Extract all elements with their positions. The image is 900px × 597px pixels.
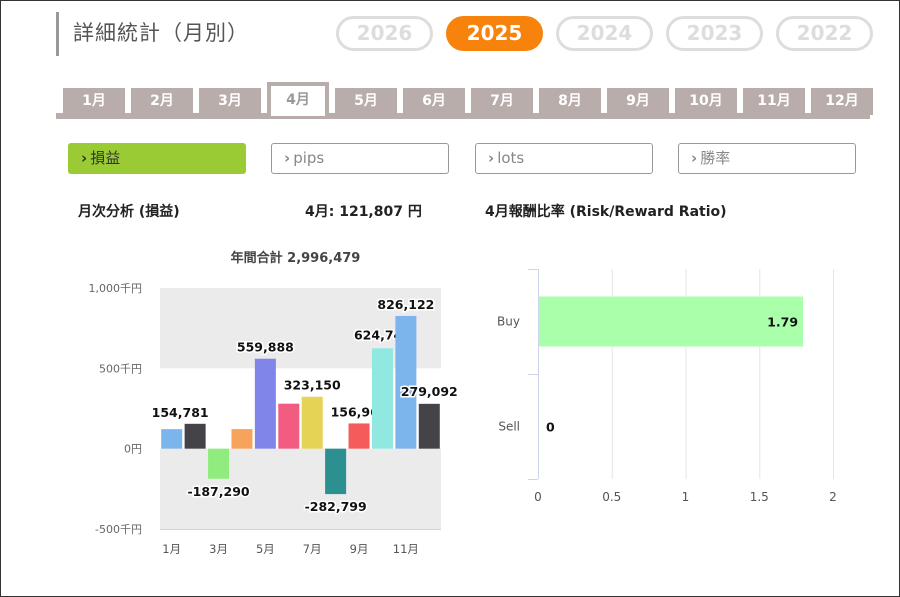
bar-4 — [231, 429, 253, 449]
title-block: 詳細統計（月別） — [56, 12, 249, 56]
bar-3 — [208, 448, 230, 479]
year-button-2023[interactable]: 2023 — [666, 16, 763, 51]
bar-6 — [278, 403, 300, 449]
year-button-2026[interactable]: 2026 — [336, 16, 433, 51]
x-tick-label: 11月 — [393, 542, 419, 556]
bar-buy — [539, 296, 804, 347]
page-title: 詳細統計（月別） — [73, 21, 249, 45]
chevron-right-icon: › — [284, 149, 291, 167]
bar-9 — [348, 423, 370, 449]
month-tab-1[interactable]: 1月 — [63, 88, 125, 115]
month-tab-rule — [56, 113, 870, 119]
data-label: -187,290 — [187, 484, 249, 499]
year-button-2025[interactable]: 2025 — [446, 16, 543, 51]
x-tick-label: 2 — [829, 490, 837, 504]
data-label: 559,888 — [237, 340, 294, 355]
lower-plot-band — [160, 448, 441, 529]
chart-title: 年間合計 2,996,479 — [231, 250, 361, 266]
month-tab-3[interactable]: 3月 — [199, 88, 261, 115]
month-tab-6[interactable]: 6月 — [403, 88, 465, 115]
category-label: 損益 — [90, 149, 121, 167]
y-tick-label: 500千円 — [99, 362, 142, 375]
data-label: -282,799 — [305, 499, 367, 514]
bar-5 — [254, 358, 276, 449]
month-tab-8[interactable]: 8月 — [539, 88, 601, 115]
data-label: 826,122 — [377, 297, 434, 312]
month-tabs: 1月 2月 3月 4月 5月 6月 7月 8月 9月 10月 11月 12月 — [63, 82, 873, 116]
chevron-right-icon: › — [488, 149, 495, 167]
x-tick-label: 9月 — [350, 542, 369, 556]
data-label: 323,150 — [284, 378, 341, 393]
month-tab-11[interactable]: 11月 — [743, 88, 805, 115]
upper-plot-band — [160, 288, 441, 369]
x-tick-label: 0.5 — [602, 490, 621, 504]
x-tick-label: 1月 — [162, 542, 181, 556]
data-label: 1.79 — [767, 315, 798, 330]
category-label: Sell — [498, 420, 520, 434]
bar-12 — [418, 403, 440, 449]
bar-8 — [325, 448, 347, 495]
year-button-2022[interactable]: 2022 — [776, 16, 873, 51]
x-tick-label: 7月 — [303, 542, 322, 556]
month-tab-5[interactable]: 5月 — [335, 88, 397, 115]
data-label: 0 — [546, 420, 555, 435]
year-selector: 2026 2025 2024 2023 2022 — [336, 16, 873, 51]
risk-reward-chart: 0 0.5 1 1.5 2 Buy 1.79 Sell 0 — [497, 269, 837, 504]
bar-2 — [184, 423, 206, 449]
month-tab-4[interactable]: 4月 — [267, 82, 329, 116]
category-label: Buy — [497, 315, 520, 329]
month-tab-2[interactable]: 2月 — [131, 88, 193, 115]
year-button-2024[interactable]: 2024 — [556, 16, 653, 51]
x-tick-label: 1 — [682, 490, 690, 504]
monthly-analysis-heading: 月次分析 (損益) — [78, 204, 180, 220]
month-tab-9[interactable]: 9月 — [607, 88, 669, 115]
category-button-2[interactable]: › lots — [475, 143, 653, 174]
category-label: pips — [293, 149, 325, 167]
bar-1 — [161, 429, 183, 449]
x-tick-label: 0 — [534, 490, 542, 504]
x-tick-label: 3月 — [209, 542, 228, 556]
bar-10 — [371, 348, 393, 449]
month-tab-10[interactable]: 10月 — [675, 88, 737, 115]
category-label: 勝率 — [700, 149, 731, 167]
y-tick-label: -500千円 — [95, 523, 142, 536]
y-tick-label: 0円 — [124, 443, 142, 456]
chevron-right-icon: › — [691, 149, 698, 167]
bar-11 — [395, 315, 417, 449]
month-tab-12[interactable]: 12月 — [811, 88, 873, 115]
monthly-pnl-chart: 年間合計 2,996,479 1,000千円 500千円 0円 -500千円 154,78… — [89, 250, 460, 556]
category-button-1[interactable]: › pips — [271, 143, 449, 174]
risk-reward-heading: 4月報酬比率 (Risk/Reward Ratio) — [485, 204, 727, 220]
month-summary: 4月: 121,807 円 — [305, 204, 422, 220]
category-button-3[interactable]: › 勝率 — [678, 143, 856, 174]
y-tick-label: 1,000千円 — [89, 282, 143, 295]
bar-7 — [301, 396, 323, 449]
data-label: 154,781 — [152, 405, 209, 420]
x-tick-label: 1.5 — [750, 490, 769, 504]
category-label: lots — [497, 149, 525, 167]
category-button-0[interactable]: › 損益 — [68, 143, 246, 174]
chevron-right-icon: › — [81, 149, 88, 167]
data-label: 279,092 — [401, 384, 458, 399]
month-tab-7[interactable]: 7月 — [471, 88, 533, 115]
x-tick-label: 5月 — [256, 542, 275, 556]
